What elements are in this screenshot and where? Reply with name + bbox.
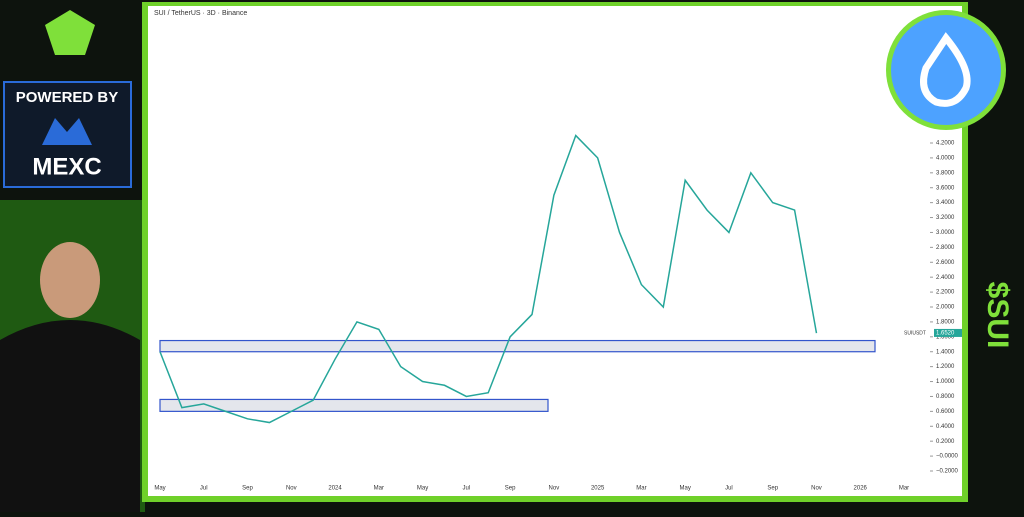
x-tick-label: May xyxy=(680,486,691,492)
last-price-box xyxy=(934,328,962,337)
y-tick-label: 4.0000 xyxy=(936,155,955,161)
y-tick-label: 1.0000 xyxy=(936,379,955,385)
y-tick-label: 0.2000 xyxy=(936,439,955,445)
y-tick-label: 4.2000 xyxy=(936,141,955,147)
y-tick-label: 0.4000 xyxy=(936,424,955,430)
x-tick-label: Mar xyxy=(899,486,909,492)
price-line xyxy=(159,134,818,424)
chart-title: SUI / TetherUS · 3D · Binance xyxy=(154,10,247,17)
y-tick-label: 0.6000 xyxy=(936,409,955,415)
y-tick-label: 3.8000 xyxy=(936,170,955,176)
y-tick-label: 2.6000 xyxy=(936,260,955,266)
support-zone xyxy=(159,398,549,412)
y-tick-label: 3.2000 xyxy=(936,215,955,221)
sui-badge xyxy=(891,15,1001,125)
brand: MEXC xyxy=(32,153,101,180)
powered-by: POWERED BY xyxy=(16,89,119,106)
last-price-symbol: SUIUSDT xyxy=(904,330,926,336)
y-tick-label: 3.0000 xyxy=(936,230,955,236)
y-tick-label: 3.6000 xyxy=(936,185,955,191)
y-tick-label: 2.0000 xyxy=(936,305,955,311)
x-tick-label: 2026 xyxy=(854,486,868,492)
y-tick-label: 0.8000 xyxy=(936,394,955,400)
last-price-label: 1.6520 xyxy=(936,331,955,337)
y-tick-label: −0.2000 xyxy=(936,469,959,475)
ticker: $SUI xyxy=(981,282,1014,349)
y-tick-label: 2.4000 xyxy=(936,275,955,281)
x-tick-label: Mar xyxy=(636,486,646,492)
y-tick-label: 1.8000 xyxy=(936,319,955,325)
x-tick-label: Mar xyxy=(374,486,384,492)
x-tick-label: Nov xyxy=(811,486,822,492)
x-tick-label: Nov xyxy=(286,486,297,492)
chart-panel xyxy=(148,6,962,496)
x-tick-label: Nov xyxy=(549,486,560,492)
mexc-icon xyxy=(42,118,92,145)
x-tick-label: Jul xyxy=(463,486,471,492)
y-tick-label: 1.6000 xyxy=(936,334,955,340)
x-tick-label: May xyxy=(417,486,428,492)
y-tick-label: −0.0000 xyxy=(936,454,959,460)
sui-logo xyxy=(920,32,971,107)
x-tick-label: Sep xyxy=(242,486,253,492)
y-tick-label: 1.2000 xyxy=(936,364,955,370)
person-head xyxy=(40,242,100,318)
x-tick-label: 2025 xyxy=(591,486,605,492)
y-tick-label: 3.4000 xyxy=(936,200,955,206)
plot: −0.2000 −0.0000 0.2000 0.4000 0.6000 0.8000 1.… xyxy=(154,134,962,492)
x-tick-label: Jul xyxy=(725,486,733,492)
logo-gem xyxy=(45,10,95,55)
x-tick-label: Jul xyxy=(200,486,208,492)
x-tick-label: Sep xyxy=(767,486,778,492)
x-tick-label: 2024 xyxy=(328,486,342,492)
y-tick-label: 2.2000 xyxy=(936,290,955,296)
x-tick-label: May xyxy=(154,486,165,492)
x-tick-label: Sep xyxy=(505,486,516,492)
y-tick-label: 2.8000 xyxy=(936,245,955,251)
support-zone xyxy=(159,339,876,353)
y-tick-label: 1.4000 xyxy=(936,349,955,355)
person-body xyxy=(0,320,140,512)
